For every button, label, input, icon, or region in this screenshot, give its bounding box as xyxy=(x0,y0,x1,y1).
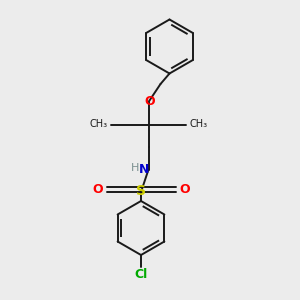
Text: O: O xyxy=(92,183,103,196)
Text: S: S xyxy=(136,184,146,198)
Text: H: H xyxy=(131,163,139,173)
Text: CH₃: CH₃ xyxy=(189,118,207,129)
Text: CH₃: CH₃ xyxy=(90,118,108,129)
Text: O: O xyxy=(145,94,155,108)
Text: N: N xyxy=(139,163,149,176)
Text: Cl: Cl xyxy=(134,268,148,281)
Text: O: O xyxy=(179,183,190,196)
